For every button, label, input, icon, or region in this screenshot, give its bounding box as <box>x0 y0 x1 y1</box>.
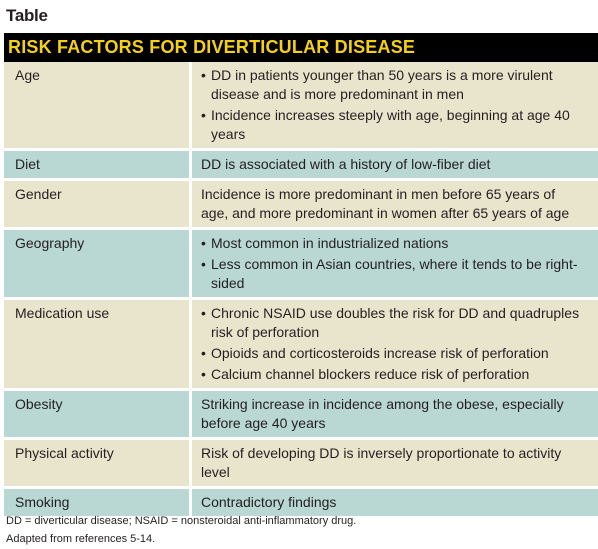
bullet-text: Incidence increases steeply with age, be… <box>211 107 570 142</box>
risk-factors-table: Age • DD in patients younger than 50 yea… <box>4 62 598 519</box>
bullet-dot: • <box>201 107 206 123</box>
table-row: Smoking Contradictory findings <box>4 489 598 519</box>
bullet-text: Opioids and corticosteroids increase ris… <box>211 345 549 361</box>
description-cell: • DD in patients younger than 50 years i… <box>192 62 598 148</box>
factor-cell: Physical activity <box>4 440 192 486</box>
bullet-text: Chronic NSAID use doubles the risk for D… <box>211 305 580 340</box>
bullet-dot: • <box>201 305 206 321</box>
table-title: RISK FACTORS FOR DIVERTICULAR DISEASE <box>4 33 598 62</box>
bullet-item: • Opioids and corticosteroids increase r… <box>201 344 584 363</box>
description-cell: Incidence is more predominant in men bef… <box>201 186 570 221</box>
bullet-dot: • <box>201 256 206 272</box>
bullet-item: • Most common in industrialized nations <box>201 234 584 253</box>
table-row: Gender Incidence is more predominant in … <box>4 181 598 230</box>
description-cell: Striking increase in incidence among the… <box>201 396 564 431</box>
bullet-dot: • <box>201 366 206 382</box>
table-row: Geography • Most common in industrialize… <box>4 230 598 300</box>
bullet-item: • Less common in Asian countries, where … <box>201 255 584 293</box>
bullet-item: • DD in patients younger than 50 years i… <box>201 66 584 104</box>
bullet-item: • Calcium channel blockers reduce risk o… <box>201 365 584 384</box>
bullet-text: Less common in Asian countries, where it… <box>211 256 578 291</box>
description-cell: • Chronic NSAID use doubles the risk for… <box>192 300 598 388</box>
bullet-dot: • <box>201 67 206 83</box>
footnote-abbreviations: DD = diverticular disease; NSAID = nonst… <box>6 515 357 527</box>
description-cell: Contradictory findings <box>201 494 337 510</box>
table-row: Diet DD is associated with a history of … <box>4 151 598 181</box>
bullet-text: Calcium channel blockers reduce risk of … <box>211 366 530 382</box>
factor-cell: Gender <box>4 181 192 227</box>
factor-cell: Diet <box>4 151 192 178</box>
table-row: Medication use • Chronic NSAID use doubl… <box>4 300 598 391</box>
factor-cell: Geography <box>4 230 192 297</box>
table-row: Physical activity Risk of developing DD … <box>4 440 598 489</box>
bullet-text: DD in patients younger than 50 years is … <box>211 67 553 102</box>
bullet-dot: • <box>201 345 206 361</box>
factor-cell: Obesity <box>4 391 192 437</box>
description-cell: DD is associated with a history of low-f… <box>201 156 491 172</box>
factor-cell: Smoking <box>4 489 192 516</box>
bullet-dot: • <box>201 235 206 251</box>
table-label: Table <box>6 6 48 25</box>
bullet-text: Most common in industrialized nations <box>211 235 449 251</box>
factor-cell: Medication use <box>4 300 192 388</box>
table-row: Obesity Striking increase in incidence a… <box>4 391 598 440</box>
factor-cell: Age <box>4 62 192 148</box>
table-row: Age • DD in patients younger than 50 yea… <box>4 62 598 151</box>
bullet-item: • Chronic NSAID use doubles the risk for… <box>201 304 584 342</box>
description-cell: Risk of developing DD is inversely propo… <box>201 445 562 480</box>
footnote-references: Adapted from references 5-14. <box>6 533 156 545</box>
description-cell: • Most common in industrialized nations … <box>192 230 598 297</box>
bullet-item: • Incidence increases steeply with age, … <box>201 106 584 144</box>
